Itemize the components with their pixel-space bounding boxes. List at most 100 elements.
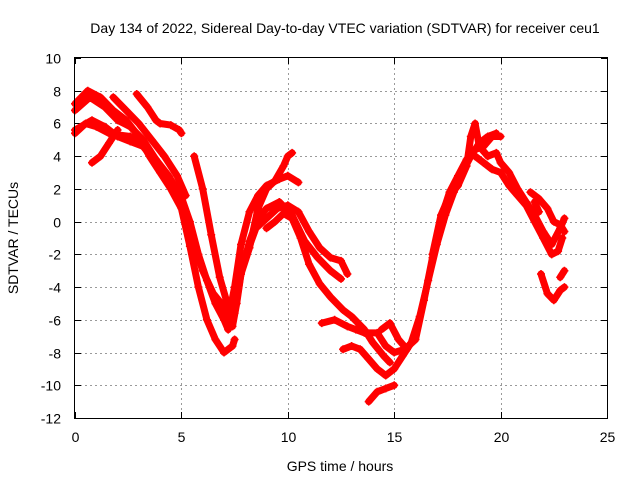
x-tick-label: 20: [494, 429, 510, 445]
data-point-marker: [534, 194, 543, 203]
data-point-marker: [100, 103, 109, 112]
data-point-marker: [198, 184, 207, 193]
data-point-marker: [326, 253, 335, 262]
data-point-marker: [207, 230, 216, 239]
data-point-marker: [83, 86, 92, 95]
data-point-marker: [543, 204, 552, 213]
data-point-marker: [337, 256, 345, 265]
data-point-marker: [294, 178, 303, 187]
plot-frame: [74, 57, 608, 419]
series-sat-b: [71, 93, 345, 334]
data-point-marker: [279, 162, 288, 170]
data-point-marker: [232, 299, 241, 308]
x-axis-label: GPS time / hours: [287, 458, 394, 474]
data-point-marker: [122, 106, 131, 115]
data-point-marker: [198, 266, 207, 275]
data-point-marker: [283, 171, 292, 180]
data-point-marker: [181, 191, 190, 200]
data-point-marker: [132, 90, 141, 98]
series-sat-e: [88, 126, 122, 167]
data-point-marker: [549, 296, 558, 305]
data-point-marker: [530, 217, 539, 226]
data-point-marker: [151, 116, 160, 125]
data-point-marker: [381, 342, 390, 350]
data-point-marker: [560, 227, 569, 236]
data-point-marker: [347, 342, 356, 350]
data-point-marker: [492, 148, 501, 157]
series-sat-n: [377, 319, 411, 353]
data-point-marker: [339, 345, 348, 354]
data-point-marker: [373, 387, 382, 396]
data-point-marker: [156, 119, 165, 128]
data-point-marker: [356, 345, 365, 354]
y-tick-labels: -12 -10 -8 -6 -4 -2 0 2 4 6 8 10: [41, 51, 61, 427]
data-point-marker: [160, 152, 169, 161]
data-point-marker: [109, 93, 118, 102]
data-point-marker: [305, 260, 314, 269]
data-point-marker: [151, 158, 160, 167]
data-point-marker: [343, 322, 352, 331]
data-point-marker: [513, 191, 522, 200]
data-point-marker: [373, 364, 382, 373]
y-tick-label: -8: [49, 346, 62, 362]
data-point-marker: [492, 129, 501, 138]
data-point-marker: [364, 397, 373, 406]
x-tick-label: 15: [387, 429, 403, 445]
data-point-marker: [475, 142, 484, 151]
x-tick-label: 25: [600, 429, 616, 445]
data-point-marker: [228, 342, 237, 350]
data-point-marker: [339, 306, 348, 314]
data-point-marker: [462, 162, 471, 170]
data-point-marker: [549, 217, 558, 226]
data-point-marker: [190, 152, 199, 161]
data-point-marker: [424, 276, 433, 285]
data-point-marker: [85, 93, 94, 102]
data-point-marker: [390, 364, 399, 373]
data-point-marker: [556, 286, 565, 295]
data-point-marker: [126, 122, 135, 131]
data-point-marker: [534, 207, 543, 216]
data-point-marker: [326, 292, 335, 301]
data-point-marker: [105, 139, 113, 148]
data-point-marker: [385, 358, 394, 367]
data-point-marker: [377, 325, 386, 334]
data-point-marker: [134, 119, 143, 128]
series-sat-j: [263, 210, 394, 366]
data-point-marker: [505, 181, 514, 190]
data-point-marker: [360, 328, 369, 337]
data-point-marker: [315, 243, 324, 252]
data-point-marker: [445, 191, 454, 200]
data-point-marker: [215, 273, 224, 282]
data-point-marker: [479, 158, 488, 167]
data-point-marker: [126, 132, 135, 141]
data-point-marker: [543, 289, 552, 298]
y-axis-label: SDTVAR / TECUs: [5, 182, 21, 294]
data-point-marker: [262, 184, 271, 193]
data-point-marker: [556, 273, 565, 282]
data-point-marker: [471, 119, 480, 128]
series-group: [71, 86, 569, 406]
data-point-marker: [271, 217, 279, 226]
data-point-marker: [147, 135, 156, 144]
ticks: [75, 58, 608, 419]
data-point-marker: [113, 116, 122, 125]
data-point-marker: [505, 168, 514, 177]
data-point-marker: [283, 201, 292, 210]
data-point-marker: [92, 122, 101, 131]
data-point-marker: [330, 315, 339, 324]
data-point-marker: [313, 253, 322, 262]
data-point-marker: [294, 207, 303, 216]
data-point-marker: [228, 322, 237, 331]
data-point-marker: [211, 335, 220, 344]
data-point-marker: [539, 234, 548, 242]
data-point-marker: [209, 289, 218, 298]
y-tick-label: 4: [53, 149, 61, 165]
data-point-marker: [343, 270, 352, 278]
data-point-marker: [381, 384, 390, 393]
data-point-marker: [326, 266, 335, 275]
data-point-marker: [373, 328, 382, 337]
data-point-marker: [81, 119, 90, 128]
data-point-marker: [230, 335, 239, 344]
data-point-marker: [254, 204, 262, 213]
data-point-marker: [273, 204, 282, 213]
